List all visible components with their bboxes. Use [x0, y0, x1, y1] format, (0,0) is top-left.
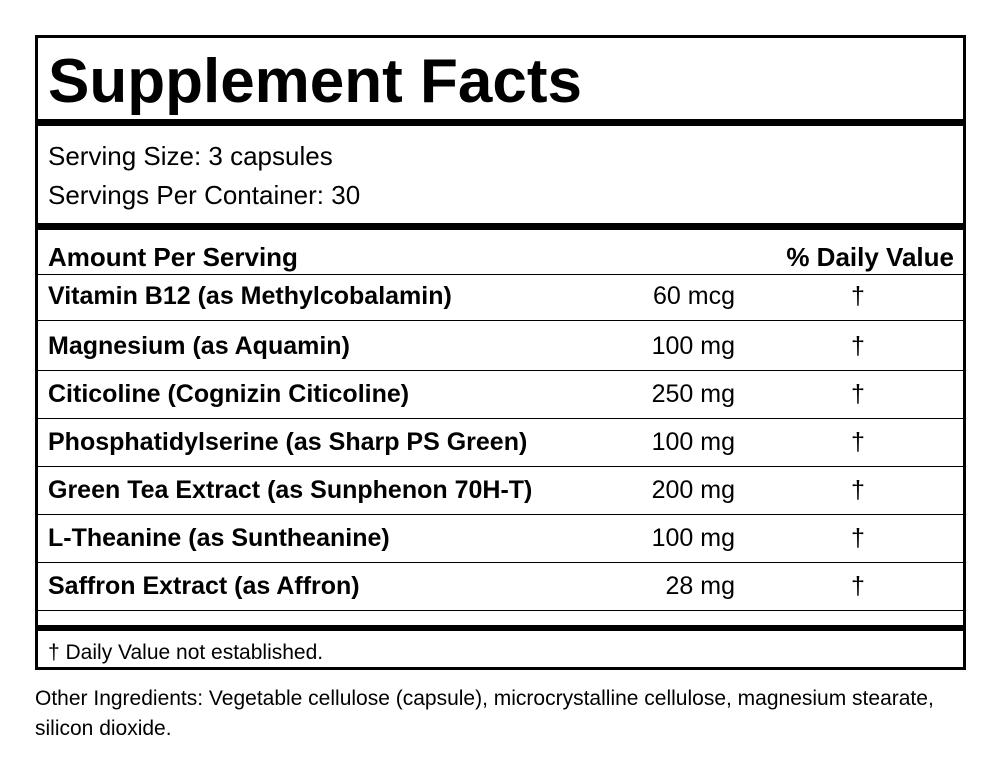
daily-value: † — [851, 428, 865, 456]
daily-value: † — [851, 476, 865, 504]
table-row: Magnesium (as Aquamin) 100 mg † — [38, 323, 963, 371]
rule — [38, 223, 963, 230]
amount: 250 mg — [651, 380, 735, 408]
table-row: Vitamin B12 (as Methylcobalamin) 60 mcg † — [38, 275, 963, 321]
daily-value: † — [851, 572, 865, 600]
nutrient-name: Phosphatidylserine (as Sharp PS Green) — [48, 428, 528, 456]
daily-value: † — [851, 524, 865, 552]
footnote: † Daily Value not established. — [48, 641, 324, 664]
daily-value: † — [851, 282, 865, 310]
column-header: % Daily Value — [786, 242, 954, 272]
table-row: Saffron Extract (as Affron) 28 mg † — [38, 563, 963, 611]
rule — [38, 274, 963, 275]
amount: 100 mg — [651, 428, 735, 456]
title: Supplement Facts — [48, 47, 582, 116]
amount: 100 mg — [651, 332, 735, 360]
nutrient-name: Magnesium (as Aquamin) — [48, 332, 350, 360]
serving-size: Serving Size: 3 capsules — [48, 141, 333, 171]
amount: 28 mg — [665, 572, 735, 600]
nutrient-name: Vitamin B12 (as Methylcobalamin) — [48, 282, 452, 310]
column-header: Amount Per Serving — [48, 242, 298, 272]
nutrient-name: L-Theanine (as Suntheanine) — [48, 524, 390, 552]
table-row: L-Theanine (as Suntheanine) 100 mg † — [38, 515, 963, 563]
table-row: Green Tea Extract (as Sunphenon 70H-T) 20… — [38, 467, 963, 515]
daily-value: † — [851, 332, 865, 360]
amount: 200 mg — [651, 476, 735, 504]
amount: 100 mg — [651, 524, 735, 552]
nutrient-name: Green Tea Extract (as Sunphenon 70H-T) — [48, 476, 533, 504]
other-ingredients: Other Ingredients: Vegetable cellulose (… — [35, 687, 934, 740]
amount: 60 mcg — [653, 282, 735, 310]
table-row: Citicoline (Cognizin Citicoline) 250 mg † — [38, 371, 963, 419]
table-row: Phosphatidylserine (as Sharp PS Green) 10… — [38, 419, 963, 467]
rule — [38, 119, 963, 126]
daily-value: † — [851, 380, 865, 408]
rule — [38, 625, 963, 631]
nutrient-name: Citicoline (Cognizin Citicoline) — [48, 380, 410, 408]
facts-panel: Supplement Facts Serving Size: 3 capsule… — [35, 35, 966, 670]
nutrient-name: Saffron Extract (as Affron) — [48, 572, 360, 600]
servings-per-container: Servings Per Container: 30 — [48, 180, 361, 210]
